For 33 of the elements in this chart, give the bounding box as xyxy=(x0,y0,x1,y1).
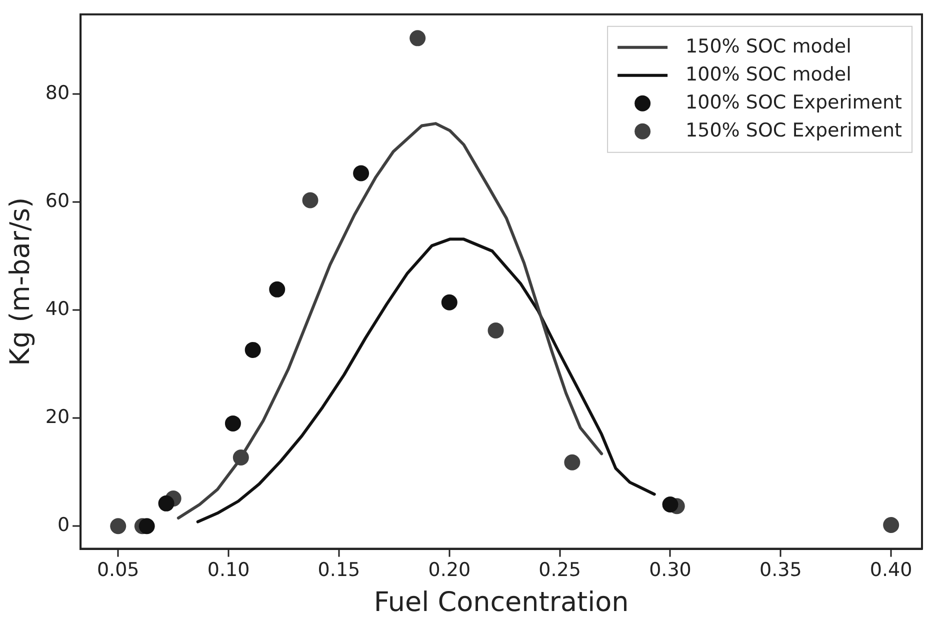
x-tick-label: 0.10 xyxy=(207,559,250,582)
legend-label: 100% SOC model xyxy=(686,63,852,86)
point xyxy=(244,342,261,358)
point xyxy=(138,518,155,534)
point xyxy=(302,192,318,208)
x-tick-label: 0.35 xyxy=(760,559,802,582)
legend-label: 150% SOC model xyxy=(686,35,852,58)
x-axis-title: Fuel Concentration xyxy=(374,586,629,618)
point xyxy=(488,322,504,338)
legend-label: 150% SOC Experiment xyxy=(686,119,902,142)
y-axis-title: Kg (m-bar/s) xyxy=(5,197,36,366)
legend-label: 100% SOC Experiment xyxy=(686,91,902,114)
y-tick-label: 80 xyxy=(45,82,70,104)
point xyxy=(158,495,174,512)
y-tick-label: 0 xyxy=(57,514,70,536)
x-tick-label: 0.30 xyxy=(649,559,692,582)
x-tick-label: 0.25 xyxy=(538,559,581,582)
y-tick-label: 40 xyxy=(45,298,70,320)
x-tick-label: 0.05 xyxy=(96,559,140,582)
point xyxy=(269,281,286,298)
point xyxy=(353,165,370,182)
y-tick-label: 20 xyxy=(45,406,70,428)
x-tick-label: 0.15 xyxy=(318,559,360,582)
x-tick-label: 0.20 xyxy=(428,559,471,582)
y-tick-label: 60 xyxy=(45,190,70,212)
point xyxy=(410,30,426,46)
point xyxy=(441,294,458,310)
x-tick-label: 0.40 xyxy=(870,559,912,582)
point xyxy=(110,518,126,534)
point xyxy=(662,496,678,512)
point xyxy=(883,517,900,534)
point xyxy=(564,454,580,470)
point xyxy=(224,415,241,432)
